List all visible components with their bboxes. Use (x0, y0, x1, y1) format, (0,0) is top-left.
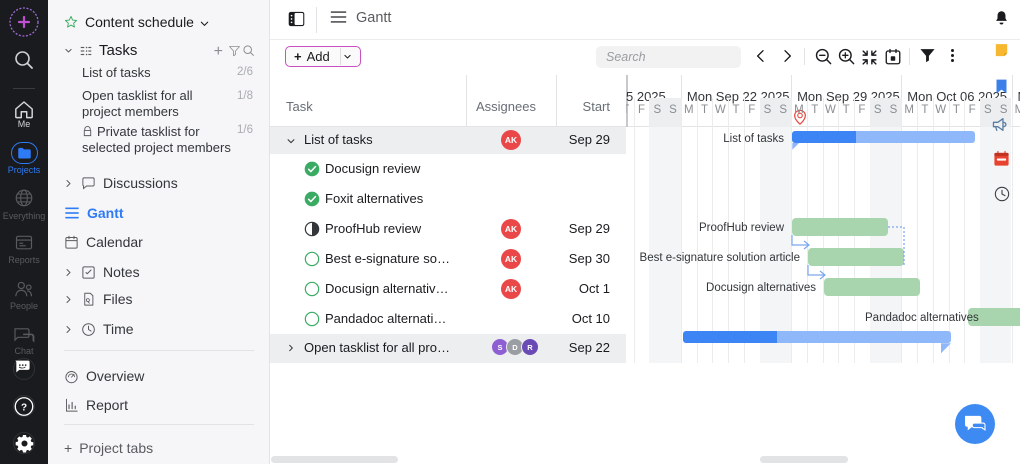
svg-text:?: ? (21, 402, 27, 413)
